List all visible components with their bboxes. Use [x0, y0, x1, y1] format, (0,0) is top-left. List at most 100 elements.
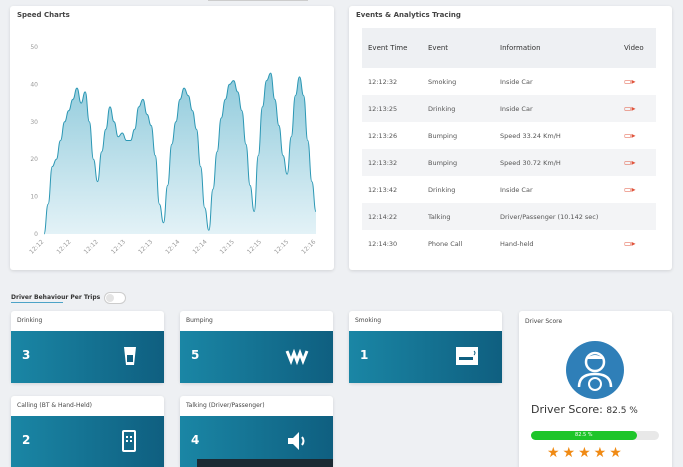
bumping-icon — [285, 348, 309, 366]
footer-bar — [197, 459, 333, 467]
col-event-time: Event Time — [362, 28, 422, 68]
x-tick-label: 12:12 — [55, 238, 72, 255]
stat-value: 2 — [22, 433, 31, 447]
stat-value: 4 — [191, 433, 200, 447]
x-tick-label: 12:13 — [137, 238, 154, 255]
y-tick-label: 30 — [30, 119, 38, 126]
behaviour-underline — [11, 302, 63, 303]
events-card: Events & Analytics Tracing Event Time Ev… — [349, 6, 672, 270]
video-icon[interactable]: ▭▸ — [624, 77, 636, 86]
driver-icon — [577, 351, 613, 391]
stat-panel: 3 — [11, 331, 164, 383]
x-tick-label: 12:12 — [83, 238, 100, 255]
cup-icon — [124, 347, 136, 365]
speaker-icon — [288, 432, 305, 450]
event-row: 12:13:25 Drinking Inside Car ▭▸ — [362, 95, 656, 122]
event-info: Driver/Passenger (10.142 sec) — [494, 203, 618, 230]
toggle-knob — [106, 294, 114, 302]
driver-score-card: Driver Score Driver Score: 82.5 % 82.5 %… — [519, 311, 672, 467]
video-icon[interactable]: ▭▸ — [624, 239, 636, 248]
stat-panel: 2 — [11, 416, 164, 467]
driver-score-title: Driver Score — [525, 318, 563, 325]
x-tick-label: 12:15 — [219, 238, 236, 255]
score-progress-fill: 82.5 % — [531, 431, 637, 440]
y-tick-label: 40 — [30, 81, 38, 88]
col-event: Event — [422, 28, 494, 68]
speed-line — [43, 72, 317, 235]
x-tick-label: 12:15 — [246, 238, 263, 255]
y-tick-label: 50 — [30, 44, 38, 51]
event-row: 12:14:30 Phone Call Hand-held ▭▸ — [362, 230, 656, 257]
x-tick-label: 12:12 — [28, 238, 45, 255]
cigarette-icon — [456, 347, 478, 365]
stat-panel: 5 — [180, 331, 333, 383]
event-info: Speed 30.72 Km/H — [494, 149, 618, 176]
event-event: Bumping — [422, 149, 494, 176]
video-icon[interactable]: ▭▸ — [618, 149, 656, 176]
event-info: Inside Car — [500, 185, 533, 194]
driver-score-label: Driver Score: — [531, 403, 603, 416]
score-progress-bar: 82.5 % — [531, 431, 659, 440]
video-icon[interactable]: ▭▸ — [624, 131, 636, 140]
events-table-scroll[interactable]: Event Time Event Information Video 12:12… — [362, 28, 656, 268]
event-row: 12:14:22 Talking Driver/Passenger (10.142 … — [362, 203, 656, 230]
event-event: Drinking — [422, 95, 494, 122]
col-information: Information — [494, 28, 618, 68]
video-icon[interactable] — [618, 203, 656, 230]
event-row: 12:12:32 Smoking Inside Car ▭▸ — [362, 68, 656, 95]
x-tick-label: 12:14 — [191, 238, 208, 255]
event-row: 12:13:42 Drinking Inside Car ▭▸ — [362, 176, 656, 203]
stat-calling: Calling (BT & Hand-Held) 2 — [11, 396, 164, 467]
event-info: Inside Car — [494, 95, 618, 122]
stat-value: 3 — [22, 348, 31, 362]
driver-avatar — [566, 341, 624, 399]
stat-smoking: Smoking 1 — [349, 311, 502, 383]
video-icon[interactable]: ▭▸ — [618, 95, 656, 122]
video-icon[interactable]: ▭▸ — [624, 185, 636, 194]
score-progress-label: 82.5 % — [575, 432, 593, 438]
driver-score-value: 82.5 % — [606, 406, 638, 416]
speed-chart-title: Speed Charts — [17, 11, 70, 19]
behaviour-toggle[interactable] — [104, 292, 126, 304]
x-tick-label: 12:14 — [164, 238, 181, 255]
speed-area — [44, 73, 316, 235]
event-row: 12:13:32 Bumping Speed 30.72 Km/H ▭▸ — [362, 149, 656, 176]
star-rating: ★★★★★ — [547, 445, 625, 461]
event-time: 12:13:25 — [362, 95, 422, 122]
phone-icon — [122, 430, 136, 452]
event-time: 12:12:32 — [368, 77, 398, 86]
event-time: 12:14:22 — [362, 203, 422, 230]
behaviour-label: Driver Behaviour Per Trips — [11, 294, 101, 301]
event-event: Drinking — [428, 185, 456, 194]
y-tick-label: 0 — [34, 231, 38, 238]
event-time: 12:13:32 — [362, 149, 422, 176]
col-video: Video — [618, 28, 656, 68]
speed-chart-card: Speed Charts 50 40 30 20 10 0 12:12 12:12 12:12 1… — [10, 6, 334, 270]
events-body: 12:12:32 Smoking Inside Car ▭▸ 12:13:25 Drink… — [362, 68, 656, 257]
stat-drinking: Drinking 3 — [11, 311, 164, 383]
event-time: 12:13:42 — [368, 185, 398, 194]
x-tick-label: 12:16 — [300, 238, 317, 255]
event-event: Talking — [422, 203, 494, 230]
stat-label: Smoking — [355, 317, 382, 324]
event-event: Bumping — [428, 131, 458, 140]
stat-panel: 4 — [180, 416, 333, 467]
event-event: Phone Call — [428, 239, 463, 248]
event-time: 12:14:30 — [368, 239, 398, 248]
stat-talking: Talking (Driver/Passenger) 4 — [180, 396, 333, 467]
x-tick-label: 12:13 — [110, 238, 127, 255]
y-tick-label: 10 — [30, 194, 38, 201]
event-info: Inside Car — [500, 77, 533, 86]
stat-bumping: Bumping 5 — [180, 311, 333, 383]
events-title: Events & Analytics Tracing — [356, 11, 461, 19]
x-tick-label: 12:15 — [273, 238, 290, 255]
event-info: Hand-held — [500, 239, 534, 248]
stat-label: Drinking — [17, 317, 43, 324]
event-event: Smoking — [428, 77, 457, 86]
event-time: 12:13:26 — [368, 131, 398, 140]
stat-panel: 1 — [349, 331, 502, 383]
stat-value: 5 — [191, 348, 200, 362]
y-tick-label: 20 — [30, 156, 38, 163]
event-info: Speed 33.24 Km/H — [500, 131, 561, 140]
